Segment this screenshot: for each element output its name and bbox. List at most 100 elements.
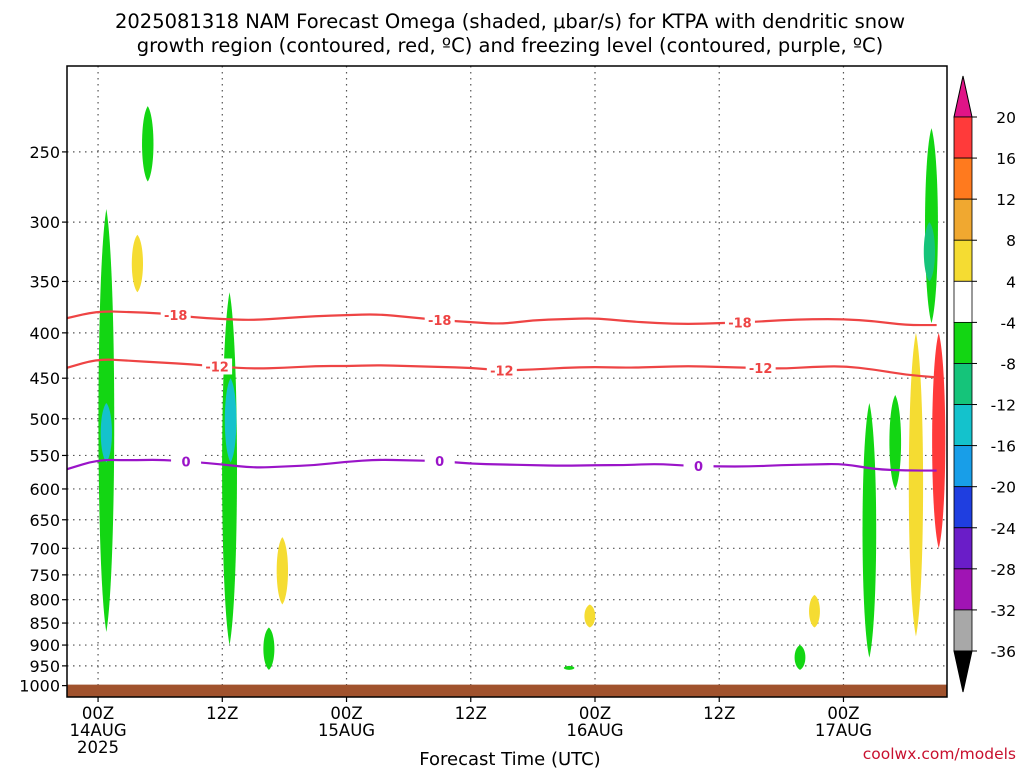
colorbar-swatch [953,527,973,570]
y-tick-label: 250 [29,143,60,162]
plot-inner: -18 -18 -18 -12 -12 -12 0 0 0 [67,66,947,697]
contour-line-m18 [67,310,937,327]
contour-label-bg [424,312,455,329]
x-tick-label: 12Z [703,704,735,723]
x-tick-label: 17AUG [815,721,872,740]
colorbar-label: -32 [991,602,1016,620]
y-tick-label: 700 [29,539,60,558]
credit-text: coolwx.com/models [863,745,1016,763]
x-tick-label: 00Z [82,704,114,723]
colorbar-label: -36 [991,643,1016,661]
colorbar-label: 12 [996,191,1016,209]
colorbar-label: 8 [1006,232,1016,250]
omega-region [932,332,946,549]
ground-band [67,684,947,697]
contour-label-bg [424,453,455,470]
contour-label-bg [202,358,233,375]
contour-label: -18 [428,314,452,329]
contour-label-bg [171,453,202,470]
colorbar-top-arrow [953,75,973,118]
contour-label: 0 [435,455,444,470]
contour-label-bg [160,307,191,324]
omega-region [862,403,877,658]
colorbar-label: -20 [991,479,1016,497]
y-tick-label: 750 [29,566,60,585]
omega-region [276,537,289,605]
plot-area: -18 -18 -18 -12 -12 -12 0 0 0 250 300 350 400 450 500 5… [19,65,948,757]
y-tick-label: 800 [29,591,60,610]
colorbar-swatch [953,239,973,282]
contour-label: -12 [205,360,229,375]
colorbar-label: 20 [996,109,1016,127]
colorbar-label: -24 [991,520,1016,538]
y-tick-label: 600 [29,480,60,499]
colorbar-bottom-arrow [953,650,973,693]
plot-frame [66,65,948,698]
omega-region [563,665,575,670]
omega-region [584,604,596,628]
chart-title-line-1: 2025081318 NAM Forecast Omega (shaded, μ… [115,10,905,33]
colorbar-label: -16 [991,438,1016,456]
contour-label: 0 [694,460,703,475]
contour-label: -18 [728,316,752,331]
y-tick-label: 300 [29,213,60,232]
x-tick-label: 2025 [77,738,119,757]
colorbar-swatch [953,404,973,447]
colorbar-swatch [953,280,973,323]
colorbar-label: -4 [1001,314,1016,332]
omega-region [809,594,820,628]
x-tick-label: 15AUG [318,721,375,740]
contour-label-bg [745,360,776,377]
y-tick-label: 400 [29,324,60,343]
colorbar-label: 16 [996,150,1016,168]
contour-label: -12 [749,362,773,377]
colorbar-label: 4 [1006,273,1016,291]
y-tick-label: 900 [29,636,60,655]
x-tick-label: 00Z [330,704,362,723]
y-tick-label: 650 [29,511,60,530]
colorbar-label: -12 [991,397,1016,415]
omega-region [925,128,938,324]
omega-region [263,627,275,670]
y-tick-label: 550 [29,446,60,465]
x-tick-label: 12Z [455,704,487,723]
colorbar-label: -28 [991,561,1016,579]
contour-label-bg [486,362,517,379]
x-tick-label: 14AUG [69,721,126,740]
contour-label: -12 [490,364,514,379]
y-tick-label: 850 [29,614,60,633]
chart-title: 2025081318 NAM Forecast Omega (shaded, μ… [115,10,905,57]
contour-label-bg [724,314,755,331]
x-tick-label: 00Z [827,704,859,723]
x-tick-label: 16AUG [566,721,623,740]
colorbar-swatch [953,116,973,159]
omega-region [908,332,924,637]
chart-title-line-2: growth region (contoured, red, ºC) and f… [137,34,884,57]
y-tick-label: 1000 [19,677,60,696]
colorbar-swatch [953,321,973,364]
y-tick-label: 350 [29,272,60,291]
omega-region [923,222,936,282]
colorbar-swatch [953,568,973,611]
omega-region [222,292,237,646]
colorbar: 20 16 12 8 4 -4 -8 -12 -16 -20 -24 -28 -32 -36 [953,75,1016,693]
y-tick-label: 950 [29,657,60,676]
omega-region [100,403,112,463]
contour-label: -18 [164,309,188,324]
omega-region [142,106,154,182]
colorbar-swatch [953,445,973,488]
y-tick-label: 450 [29,369,60,388]
y-tick-label: 500 [29,410,60,429]
colorbar-swatch [953,609,973,652]
x-tick-label: 12Z [206,704,238,723]
contour-label: 0 [182,455,191,470]
x-axis-title: Forecast Time (UTC) [419,749,600,768]
colorbar-swatch [953,157,973,200]
omega-region [889,394,902,489]
omega-region [224,378,237,463]
contour-line-0 [67,458,937,472]
contour-label-bg [683,458,714,475]
omega-region [131,234,144,293]
colorbar-swatch [953,486,973,529]
